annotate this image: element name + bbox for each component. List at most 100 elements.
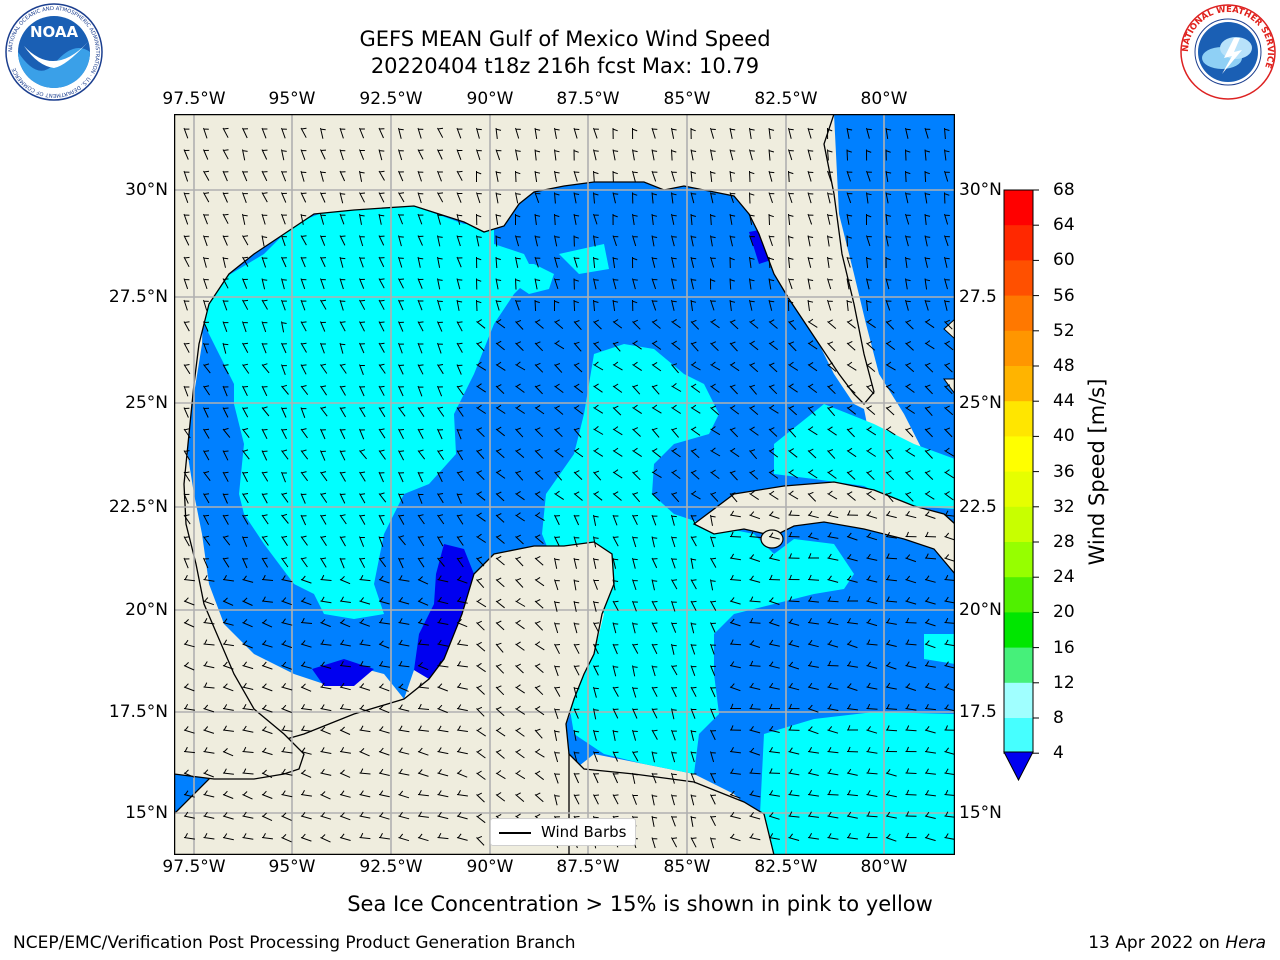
wind-barb <box>885 510 897 519</box>
wind-barb <box>944 661 955 669</box>
wind-barb <box>788 789 800 797</box>
lon-label-bottom: 92.5°W <box>359 857 423 877</box>
wind-barb <box>300 790 312 797</box>
wind-barb <box>300 725 312 732</box>
lon-label-top: 95°W <box>268 89 316 109</box>
wind-barb <box>398 790 410 799</box>
wind-barb <box>242 407 249 418</box>
wind-barb <box>924 618 936 627</box>
wind-barb <box>300 385 309 396</box>
wind-barb <box>846 340 856 351</box>
wind-barb <box>612 579 619 591</box>
wind-barb <box>749 192 755 204</box>
colorbar-tick-label: 4 <box>1053 743 1064 764</box>
wind-barb <box>534 341 544 352</box>
wind-barb <box>203 833 215 840</box>
wind-barb <box>768 812 780 820</box>
wind-barb <box>300 213 307 225</box>
wind-barb <box>749 235 755 247</box>
colorbar-tick-label: 32 <box>1053 496 1075 517</box>
wind-barb <box>749 362 759 373</box>
wind-barb <box>573 299 579 312</box>
wind-barb <box>417 811 429 818</box>
wind-barb <box>261 149 268 160</box>
wind-barb <box>671 643 677 655</box>
wind-barb <box>729 361 740 372</box>
wind-barb <box>300 256 307 268</box>
wind-barb <box>183 619 195 628</box>
wind-barb <box>300 703 312 711</box>
wind-barb <box>866 470 875 481</box>
wind-barb <box>359 449 367 460</box>
wind-barb <box>281 342 287 354</box>
wind-barb <box>729 768 741 775</box>
wind-barb <box>417 278 424 289</box>
wind-barb <box>885 170 892 182</box>
wind-barb <box>788 361 799 371</box>
wind-barb <box>924 682 936 691</box>
wind-barb <box>476 662 486 673</box>
wind-barb <box>261 619 273 628</box>
wind-barb <box>788 531 800 538</box>
wind-barb <box>398 278 405 289</box>
wind-barb <box>476 470 485 481</box>
wind-barb <box>398 833 410 842</box>
wind-barb <box>729 405 740 415</box>
wind-barb <box>593 256 599 268</box>
wind-barb <box>612 149 619 161</box>
wind-barb <box>847 725 858 731</box>
wind-barb <box>593 278 599 290</box>
wind-barb <box>690 794 697 806</box>
wind-barb <box>768 768 781 774</box>
wind-barb <box>788 574 800 581</box>
wind-barb <box>710 127 716 139</box>
wind-barb <box>281 192 287 203</box>
wind-barb <box>846 491 856 501</box>
wind-barb <box>593 426 604 435</box>
wind-barb <box>476 556 485 567</box>
wind-barb <box>690 729 697 741</box>
wind-barb <box>866 553 878 561</box>
wind-barb <box>924 235 931 247</box>
wind-barb <box>554 600 560 612</box>
wind-barb <box>281 364 287 375</box>
colorbar-segment <box>1004 260 1033 297</box>
wind-barb <box>632 427 641 437</box>
wind-barb <box>944 149 950 161</box>
wind-barb <box>924 575 936 583</box>
wind-barb <box>476 512 486 522</box>
wind-barb <box>281 321 287 333</box>
wind-barb <box>905 470 914 481</box>
wind-barb <box>339 575 351 585</box>
wind-barb <box>242 428 250 439</box>
wind-barb <box>924 470 934 480</box>
wind-barb <box>534 470 544 480</box>
wind-barb <box>534 770 545 781</box>
wind-barb <box>437 299 443 311</box>
gulf-central-cyan <box>542 344 854 774</box>
lon-label-top: 85°W <box>663 89 711 109</box>
wind-barb <box>671 579 678 590</box>
wind-barb <box>320 192 326 203</box>
wind-barb <box>729 661 741 669</box>
wind-barb <box>846 703 858 711</box>
wind-barb <box>534 235 541 247</box>
wind-barb <box>534 170 541 182</box>
wind-barb <box>281 575 293 583</box>
wind-barb <box>476 748 486 759</box>
wind-barb <box>554 235 560 247</box>
wind-barb <box>671 383 682 392</box>
wind-barb <box>183 833 195 840</box>
wind-barb <box>261 170 268 182</box>
wind-barb <box>339 536 346 547</box>
wind-barb <box>749 747 761 756</box>
wind-barb <box>261 535 269 546</box>
wind-barb <box>593 665 600 676</box>
wind-barb <box>710 491 719 502</box>
wind-barb <box>632 536 638 548</box>
wind-barb <box>222 514 229 525</box>
wind-barb <box>768 278 775 290</box>
wind-barb <box>885 532 897 539</box>
wind-barb <box>515 319 524 330</box>
wind-barb <box>554 278 560 290</box>
